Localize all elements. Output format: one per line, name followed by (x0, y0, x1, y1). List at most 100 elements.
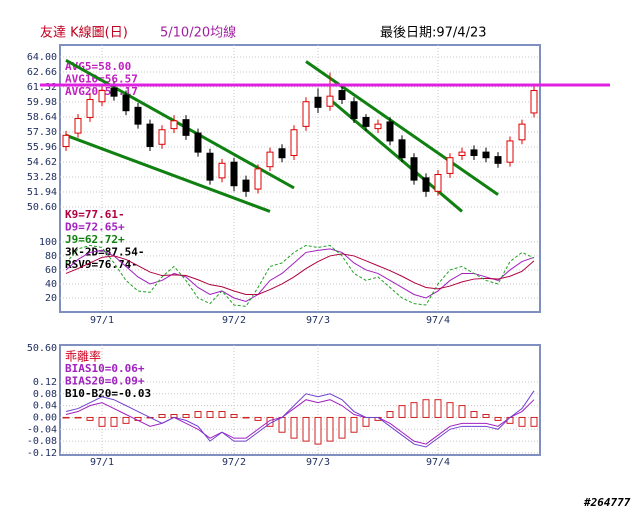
candle-body (530, 90, 538, 114)
bar (254, 416, 262, 421)
y-tick-label: 54.62 (27, 157, 57, 168)
candle-body (98, 90, 106, 103)
bar (122, 416, 130, 424)
candle-body (458, 151, 466, 156)
series-line (65, 390, 535, 448)
x-tick-label: 97/1 (90, 457, 114, 468)
candle-body (338, 90, 346, 101)
x-tick-label: 97/3 (306, 315, 330, 326)
candle-body (434, 174, 442, 192)
x-tick-label: 97/4 (426, 315, 450, 326)
trend-line (65, 59, 295, 190)
date-label: 最後日期:97/4/23 (380, 26, 487, 41)
candle-body (122, 94, 130, 112)
candle-body (170, 120, 178, 130)
bar (74, 416, 82, 419)
bar (290, 416, 298, 439)
y-tick-label: 51.94 (27, 187, 57, 198)
candle-body (158, 129, 166, 145)
y-tick-label: 0.04 (33, 401, 57, 412)
candle-body (446, 157, 454, 174)
y-tick-label: 0.12 (33, 377, 57, 388)
bar (482, 413, 490, 418)
y-tick-label: 61.32 (27, 82, 57, 93)
bar (158, 413, 166, 418)
candle-body (254, 168, 262, 190)
y-tick-label: 100 (39, 237, 57, 248)
bar (218, 411, 226, 418)
candle-body (386, 121, 394, 142)
bar (422, 399, 430, 418)
series-line (65, 399, 535, 445)
annotation: BIAS10=0.06+ (65, 362, 145, 375)
candle-body (230, 161, 238, 187)
bar (410, 402, 418, 418)
y-tick-label: 57.30 (27, 127, 57, 138)
y-tick-label: 0.00 (33, 412, 57, 423)
bar (530, 416, 538, 427)
bar (446, 402, 454, 418)
bar (206, 411, 214, 418)
bar (110, 416, 118, 427)
candle-body (374, 123, 382, 130)
candle-body (398, 139, 406, 159)
bar (434, 399, 442, 418)
bar (458, 405, 466, 418)
candle-body (74, 118, 82, 134)
bar (98, 416, 106, 427)
series-line (65, 253, 535, 295)
bar (326, 416, 334, 442)
y-tick-label: 60 (45, 265, 57, 276)
candle-body (518, 123, 526, 141)
subtitle: 5/10/20均線 (160, 25, 236, 41)
candle-body (410, 157, 418, 181)
bar (338, 416, 346, 439)
x-tick-label: 97/2 (222, 457, 246, 468)
candle-body (350, 101, 358, 120)
main-frame (59, 44, 541, 313)
bar (62, 416, 70, 419)
candle-body (302, 101, 310, 127)
bar (506, 416, 514, 424)
series-line (65, 248, 535, 303)
candle-body (482, 151, 490, 159)
bar (302, 416, 310, 442)
y-tick-label: 80 (45, 251, 57, 262)
bar (230, 413, 238, 418)
candle-body (86, 99, 94, 118)
candle-body (278, 148, 286, 159)
annotation: BIAS20=0.09+ (65, 375, 145, 388)
y-tick-label: 58.64 (27, 112, 57, 123)
bar (398, 405, 406, 418)
bar (182, 413, 190, 418)
annotation: K9=77.61- (65, 208, 125, 221)
x-tick-label: 97/3 (306, 457, 330, 468)
y-tick-label: 20 (45, 293, 57, 304)
candle-body (110, 87, 118, 97)
candle-body (314, 96, 322, 108)
annotation: J9=62.72+ (65, 233, 125, 246)
y-tick-label: -0.12 (27, 448, 57, 459)
stray-label: 50.60 (27, 343, 57, 354)
x-tick-label: 97/2 (222, 315, 246, 326)
y-tick-label: 59.98 (27, 97, 57, 108)
bar (470, 411, 478, 418)
bar (86, 416, 94, 421)
candle-body (266, 151, 274, 168)
candle-body (182, 119, 190, 136)
trend-line (65, 133, 271, 213)
candle-body (506, 140, 514, 163)
bar (362, 416, 370, 427)
candle-body (134, 106, 142, 125)
candle-body (242, 179, 250, 192)
bar (314, 416, 322, 445)
y-tick-label: 62.66 (27, 67, 57, 78)
bar (278, 416, 286, 433)
y-tick-label: 53.28 (27, 172, 57, 183)
y-tick-label: 64.00 (27, 52, 57, 63)
y-tick-label: 40 (45, 279, 57, 290)
x-tick-label: 97/1 (90, 315, 114, 326)
bar (386, 411, 394, 418)
y-tick-label: -0.08 (27, 436, 57, 447)
